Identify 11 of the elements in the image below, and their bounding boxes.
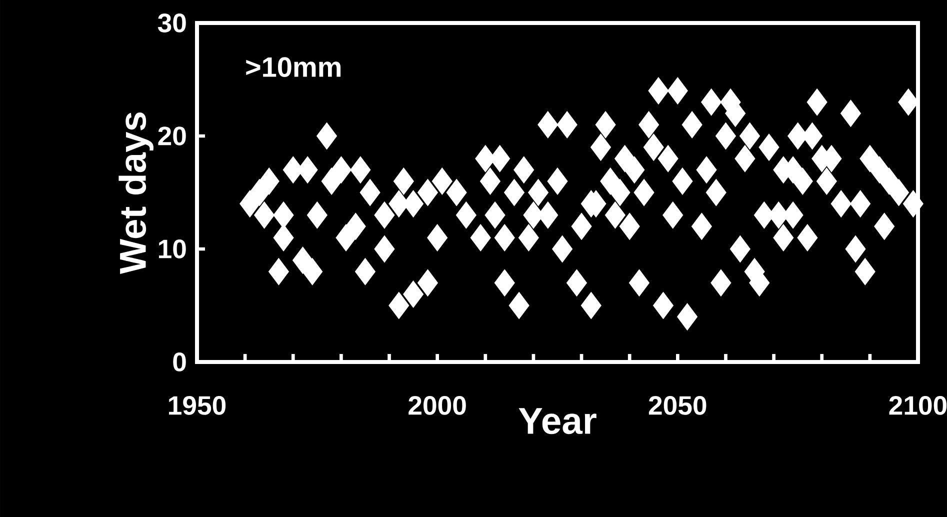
x-axis-title: Year bbox=[518, 408, 596, 434]
x-tick-label: 2000 bbox=[408, 396, 466, 415]
annotation: >10mm bbox=[246, 57, 341, 77]
y-tick-label: 20 bbox=[158, 126, 186, 146]
y-tick-label: 30 bbox=[158, 14, 186, 32]
x-tick-label: 1950 bbox=[169, 396, 226, 415]
y-axis-title: Wet days bbox=[118, 112, 154, 274]
x-tick-label: 2100 bbox=[889, 396, 947, 415]
x-tick-label: 2050 bbox=[648, 396, 706, 415]
y-tick-label: 10 bbox=[158, 240, 186, 258]
y-tick-label: 0 bbox=[173, 352, 186, 372]
